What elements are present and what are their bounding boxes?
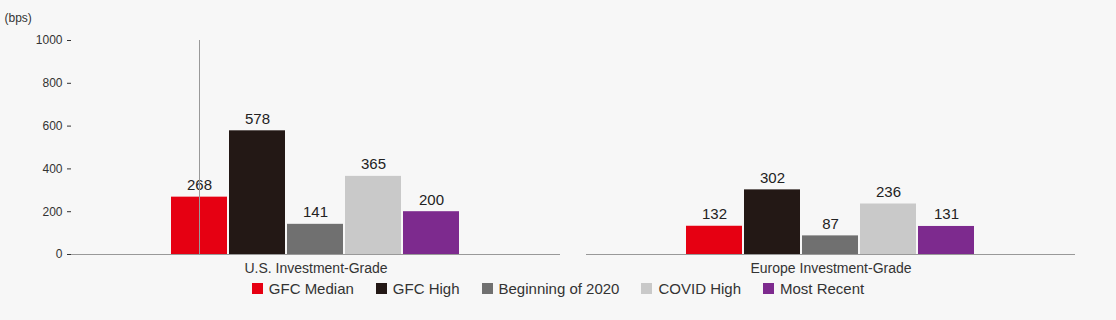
- svg-text:1000: 1000: [36, 33, 63, 47]
- svg-text:400: 400: [42, 162, 62, 176]
- svg-text:600: 600: [42, 119, 62, 133]
- svg-text:132: 132: [702, 205, 727, 222]
- svg-text:200: 200: [42, 205, 62, 219]
- html-text:GFC Median: GFC Median: [268, 280, 354, 297]
- svg-text:141: 141: [303, 203, 328, 220]
- svg-text:(bps): (bps): [5, 11, 32, 25]
- svg-text:268: 268: [187, 175, 212, 193]
- html-text:Most Recent: Most Recent: [780, 280, 865, 297]
- svg-text:131: 131: [934, 205, 959, 222]
- html-text:Beginning of 2020: Beginning of 2020: [498, 280, 620, 297]
- svg-text:Europe Investment-Grade: Europe Investment-Grade: [750, 260, 911, 276]
- svg-text:0: 0: [56, 247, 63, 261]
- html-text:GFC High: GFC High: [392, 280, 460, 297]
- svg-text:365: 365: [361, 155, 386, 172]
- svg-text:U.S. Investment-Grade: U.S. Investment-Grade: [244, 260, 387, 276]
- svg-text:800: 800: [42, 76, 62, 90]
- svg-text:87: 87: [822, 215, 839, 232]
- svg-text:578: 578: [245, 110, 270, 127]
- html-text:COVID High: COVID High: [658, 280, 741, 297]
- svg-text:236: 236: [876, 183, 901, 200]
- svg-text:302: 302: [760, 169, 785, 186]
- svg-text:200: 200: [419, 191, 444, 208]
